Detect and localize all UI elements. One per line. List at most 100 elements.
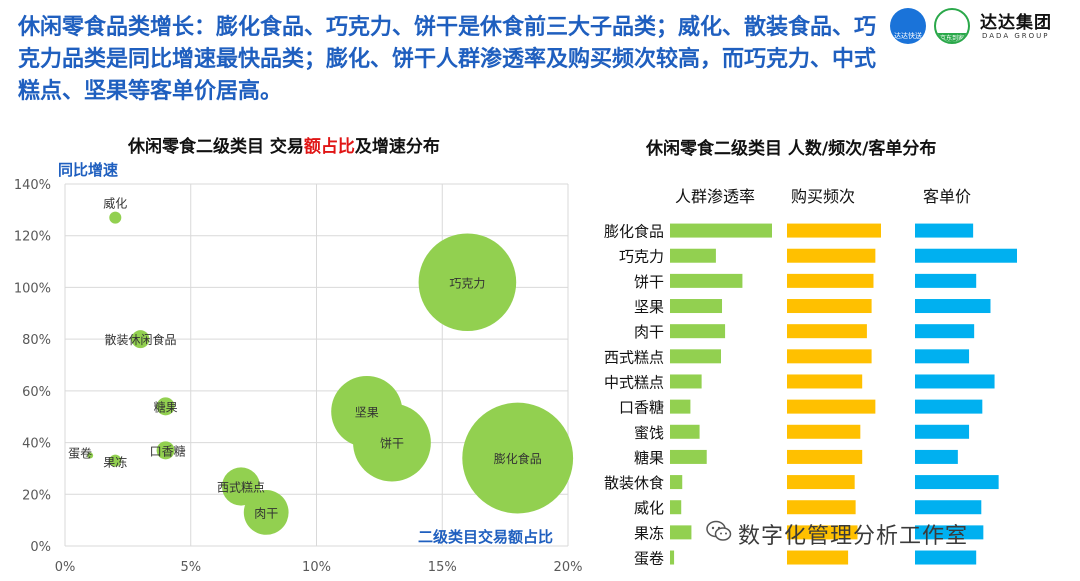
category-label: 中式糕点: [604, 373, 664, 391]
category-label: 饼干: [634, 273, 664, 291]
bar: [787, 449, 863, 464]
bar: [787, 424, 861, 439]
headline: 休闲零食品类增长：膨化食品、巧克力、饼干是休食前三大子品类；威化、散装食品、巧克…: [18, 15, 877, 104]
bar: [915, 324, 975, 339]
bubble-label: 糖果: [154, 399, 178, 414]
bar: [670, 475, 683, 490]
bar: [915, 299, 991, 314]
bar: [915, 424, 970, 439]
category-label: 蛋卷: [634, 550, 664, 568]
bar: [670, 223, 772, 238]
left-title-pre: 休闲零食二级类目 交易: [128, 137, 304, 157]
category-label: 膨化食品: [604, 223, 664, 241]
bubble-label: 肉干: [254, 506, 278, 520]
bar: [670, 525, 692, 540]
dada-logo-icon: 达达快送: [890, 8, 926, 44]
bar: [670, 550, 675, 565]
bubble-label: 蛋卷: [68, 446, 92, 461]
y-tick-label: 120%: [14, 230, 51, 245]
category-label: 肉干: [634, 323, 664, 341]
jd-daojia-logo-icon: 京东到家: [934, 8, 970, 44]
dada-logo-label: 达达快送: [894, 32, 922, 40]
y-tick-label: 60%: [22, 385, 51, 400]
bar: [670, 273, 743, 288]
bar-chart: 人群渗透率 购买频次 客单价膨化食品巧克力饼干坚果肉干西式糕点中式糕点口香糖蜜饯糖果…: [604, 187, 1017, 568]
y-axis-title: 同比增速: [58, 161, 118, 179]
category-label: 果冻: [634, 524, 664, 542]
category-label: 坚果: [634, 298, 664, 316]
bar: [915, 349, 970, 364]
bubble-label: 膨化食品: [494, 451, 542, 466]
bar: [915, 374, 995, 389]
bubble: [243, 489, 289, 535]
bubble: [462, 402, 574, 514]
y-tick-label: 20%: [22, 488, 51, 503]
bar: [670, 299, 723, 314]
right-chart-title: 休闲零食二级类目 人数/频次/客单分布: [646, 139, 937, 159]
bar: [787, 374, 863, 389]
bubble: [87, 452, 94, 459]
bar: [915, 550, 977, 565]
bar: [787, 349, 872, 364]
bar: [787, 223, 881, 238]
left-title-highlight: 额占比: [303, 137, 355, 157]
bar: [787, 248, 876, 263]
left-chart-title: 休闲零食二级类目 交易额占比及增速分布: [128, 132, 440, 157]
wechat-icon: [706, 520, 732, 541]
bar: [670, 324, 726, 339]
bubble-label: 果冻: [103, 455, 127, 470]
bubble-label: 威化: [103, 197, 127, 211]
bubble: [418, 233, 517, 332]
bar: [670, 399, 691, 414]
series-header: 人群渗透率: [675, 187, 755, 206]
bubble-chart: 0% 20% 40% 60% 80% 100% 120% 140% 0% 5% 10% 15% 20% 同…: [14, 161, 583, 575]
y-tick-label: 100%: [14, 281, 51, 296]
category-label: 口香糖: [619, 399, 664, 417]
x-tick-label: 20%: [554, 560, 583, 575]
bubble-label: 坚果: [355, 406, 379, 420]
x-tick-label: 15%: [428, 560, 457, 575]
bar: [787, 550, 849, 565]
bubble-label: 饼干: [380, 437, 404, 451]
bar: [915, 223, 974, 238]
bar: [670, 500, 682, 515]
group-sub: DADA GROUP: [982, 32, 1050, 40]
bar: [670, 424, 700, 439]
bar: [670, 449, 707, 464]
category-label: 蜜饯: [634, 424, 664, 442]
category-label: 威化: [634, 499, 664, 517]
x-tick-label: 5%: [180, 560, 201, 575]
category-label: 散装休食: [604, 474, 664, 492]
logos: 达达快送 京东到家 达达集团 DADA GROUP: [890, 8, 1070, 48]
bar: [787, 475, 855, 490]
left-title-post: 及增速分布: [354, 137, 440, 157]
bar: [670, 248, 716, 263]
y-tick-label: 40%: [22, 437, 51, 452]
watermark: 数字化管理分析工作室: [738, 524, 969, 549]
series-header: 购买频次: [791, 187, 855, 206]
bar: [787, 273, 874, 288]
y-tick-label: 80%: [22, 333, 51, 348]
bar: [915, 475, 999, 490]
category-label: 糖果: [634, 449, 664, 467]
bubble: [353, 403, 431, 482]
bubble: [156, 441, 175, 460]
bubble: [109, 211, 122, 224]
bubble: [156, 397, 175, 416]
x-tick-label: 10%: [302, 560, 331, 575]
bubble-label: 散装休闲食品: [104, 332, 176, 347]
group-name: 达达集团: [980, 13, 1052, 33]
y-tick-label: 0%: [30, 540, 51, 555]
bar: [915, 500, 982, 515]
bar: [670, 349, 721, 364]
bar: [915, 248, 1017, 263]
bubble-label: 西式糕点: [217, 481, 265, 495]
category-label: 西式糕点: [604, 348, 664, 366]
bar: [670, 374, 702, 389]
bubble: [221, 467, 261, 506]
bar: [787, 500, 856, 515]
category-label: 巧克力: [619, 248, 664, 266]
bar: [915, 525, 984, 540]
bar: [787, 525, 858, 540]
jd-logo-label: 京东到家: [936, 33, 968, 42]
